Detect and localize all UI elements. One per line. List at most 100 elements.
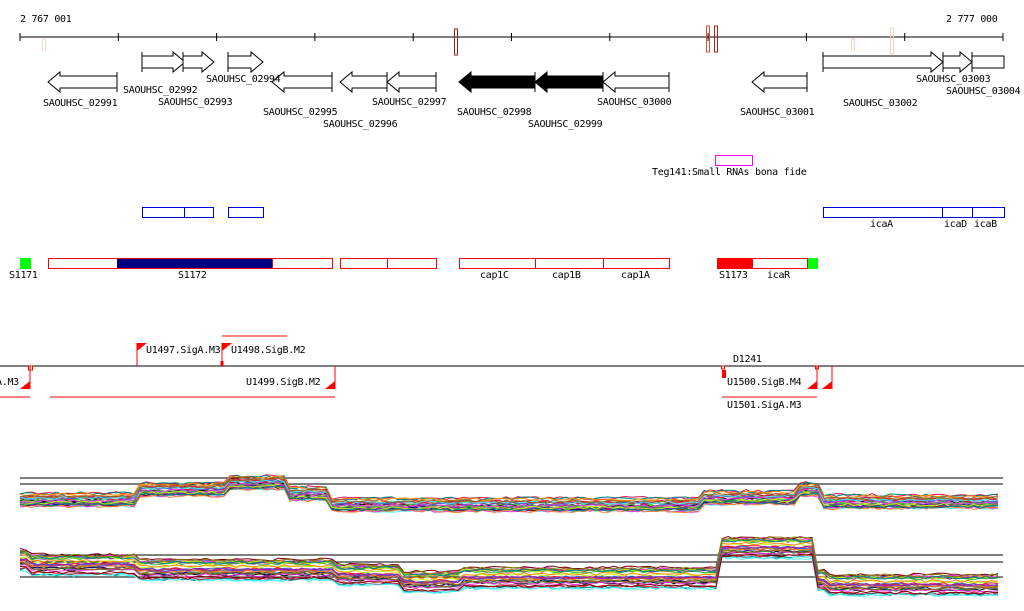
operon-label-s1173: S1173 — [719, 270, 748, 281]
gene-arrow-saouhsc_02994 — [227, 50, 264, 74]
operon-label-cap1c: cap1C — [480, 270, 509, 281]
expression-line — [19, 485, 999, 512]
expression-line — [19, 477, 999, 504]
gene-arrow-saouhsc_02991 — [47, 70, 118, 94]
operon-box — [340, 258, 388, 269]
gene-arrow-saouhsc_02999 — [534, 70, 604, 94]
ruler-marker — [890, 27, 894, 55]
promoter-label-u1498: U1498.SigB.M2 — [231, 345, 306, 356]
gene-label[interactable]: SAOUHSC_02997 — [372, 97, 447, 108]
blue-feature-box — [972, 207, 1005, 218]
gene-arrow-saouhsc_03004 — [971, 55, 1005, 69]
promoter-label-d1241: D1241 — [733, 354, 762, 365]
operon-box — [459, 258, 536, 269]
operon-s1173-fill — [717, 258, 753, 269]
promoter-marker — [721, 365, 725, 370]
feature-label-icaA: icaA — [870, 219, 893, 230]
gene-label[interactable]: SAOUHSC_02998 — [457, 107, 532, 118]
operon-s1172-fill — [117, 258, 272, 269]
promoter-label-offscreen: A.M3 — [0, 377, 19, 388]
feature-label-icaD: icaD — [944, 219, 967, 230]
gene-arrow-saouhsc_03002 — [822, 50, 944, 74]
expression-line — [19, 486, 999, 513]
ruler-end-label: 2 777 000 — [946, 14, 998, 25]
blue-feature-box — [823, 207, 943, 218]
promoter-marker — [220, 361, 224, 366]
gene-label[interactable]: SAOUHSC_02994 — [206, 74, 281, 85]
promoter-marker — [28, 365, 33, 371]
gene-arrow-saouhsc_03001 — [751, 70, 808, 94]
promoter-label-u1501: U1501.SigA.M3 — [727, 400, 802, 411]
expression-line — [19, 479, 999, 505]
blue-feature-box — [142, 207, 185, 218]
ruler-marker — [714, 25, 718, 53]
blue-feature-box — [228, 207, 264, 218]
gene-arrow-saouhsc_02995 — [271, 70, 333, 94]
gene-arrow-saouhsc_02992 — [141, 50, 186, 74]
expression-line — [19, 554, 999, 595]
operon-box — [272, 258, 333, 269]
gene-arrow-saouhsc_02996 — [339, 70, 388, 94]
expression-line — [19, 487, 999, 514]
gene-label[interactable]: SAOUHSC_02999 — [528, 119, 603, 130]
gene-label[interactable]: SAOUHSC_03004 — [946, 86, 1021, 97]
gene-label[interactable]: SAOUHSC_03000 — [597, 97, 672, 108]
gene-label[interactable]: SAOUHSC_03001 — [740, 107, 815, 118]
promoter-flag — [325, 381, 335, 389]
gene-arrow-saouhsc_02993 — [182, 50, 215, 74]
gene-label[interactable]: SAOUHSC_03002 — [843, 98, 918, 109]
promoter-flag — [807, 381, 817, 389]
gene-label[interactable]: SAOUHSC_02992 — [123, 85, 198, 96]
promoter-label-u1500: U1500.SigB.M4 — [727, 377, 802, 388]
operon-green-marker — [20, 258, 31, 269]
expression-line — [19, 539, 999, 580]
ruler-start-label: 2 767 001 — [20, 14, 72, 25]
promoter-flag — [222, 343, 232, 351]
operon-label-icar: icaR — [767, 270, 790, 281]
operon-green-marker — [808, 258, 818, 269]
operon-box — [48, 258, 273, 269]
expression-line — [19, 545, 999, 587]
operon-label-s1172: S1172 — [178, 270, 207, 281]
gene-label[interactable]: SAOUHSC_02991 — [43, 98, 118, 109]
expression-line — [19, 538, 999, 580]
promoter-flag — [20, 381, 30, 389]
ruler-marker — [851, 38, 855, 51]
operon-box — [603, 258, 670, 269]
small-rna-label: Teg141:Small RNAs bona fide — [652, 167, 807, 178]
ruler-marker — [454, 28, 458, 56]
gene-arrow-saouhsc_02998 — [458, 70, 536, 94]
ruler-marker — [706, 25, 710, 53]
blue-feature-box — [942, 207, 973, 218]
blue-feature-box — [184, 207, 214, 218]
expression-line — [19, 541, 999, 583]
operon-label-s1171: S1171 — [9, 270, 38, 281]
expression-line — [19, 481, 999, 508]
gene-arrow-saouhsc_03003 — [942, 50, 973, 74]
expression-line — [19, 553, 999, 595]
promoter-d1241-marker — [722, 370, 726, 378]
promoter-flag — [137, 343, 147, 351]
promoter-marker — [815, 365, 819, 370]
expression-line — [19, 549, 999, 591]
expression-line — [19, 536, 999, 578]
gene-label[interactable]: SAOUHSC_02993 — [158, 97, 233, 108]
operon-label-cap1b: cap1B — [552, 270, 581, 281]
gene-label[interactable]: SAOUHSC_03003 — [916, 74, 991, 85]
operon-box — [48, 258, 118, 269]
operon-label-cap1a: cap1A — [621, 270, 650, 281]
gene-arrow-saouhsc_02997 — [386, 70, 437, 94]
promoter-flag — [822, 381, 832, 389]
gene-label[interactable]: SAOUHSC_02995 — [263, 107, 338, 118]
small-rna-box — [715, 155, 753, 166]
ruler-marker — [42, 38, 46, 51]
promoter-label-u1499: U1499.SigB.M2 — [246, 377, 321, 388]
operon-box — [535, 258, 604, 269]
expression-line — [19, 556, 999, 597]
gene-arrow-saouhsc_03000 — [602, 70, 670, 94]
feature-label-icaB: icaB — [974, 219, 997, 230]
gene-label[interactable]: SAOUHSC_02996 — [323, 119, 398, 130]
promoter-label-u1497: U1497.SigA.M3 — [146, 345, 221, 356]
operon-box — [752, 258, 808, 269]
